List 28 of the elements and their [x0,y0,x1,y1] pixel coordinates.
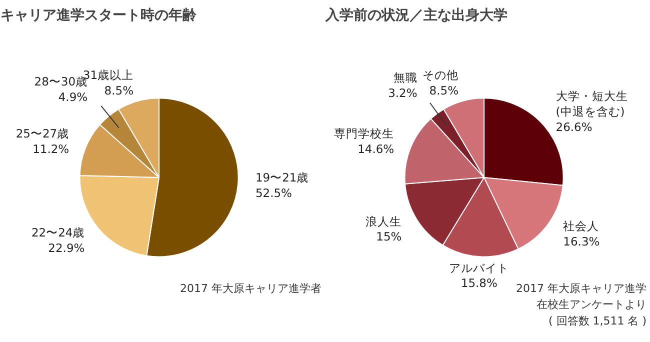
slice-label: その他 [422,68,459,82]
data-label: 11.2% [32,142,70,156]
data-label: 3.2% [388,86,418,100]
data-label: 8.5% [429,83,459,98]
text: 在校生アンケートより [536,298,647,312]
data-label: 15.8% [460,276,498,290]
data-label: 22.9% [48,241,85,255]
data-label: 14.6% [358,142,394,156]
chart-title: キャリア進学スタート時の年齢 [0,8,198,24]
data-label: 26.6% [556,120,592,134]
slice-label: 専門学校生 [334,126,394,141]
slice-label: 19〜21歳 [255,170,309,184]
slice-label: 22〜24歳 [31,226,85,240]
chart-title: 入学前の状況／主な出身大学 [324,6,508,24]
data-label: 8.5% [104,83,134,98]
slice-label: アルバイト [449,260,510,275]
data-label: 4.9% [58,90,88,104]
data-label: 52.5% [255,186,292,200]
slice-label: 無職 [393,70,418,85]
data-label: 16.3% [563,234,600,249]
text: ( 回答数 1,511 名 ) [548,314,647,328]
data-label: 15% [376,230,402,244]
slice-label: 大学・短大生 (中退を含む) [556,89,628,119]
slice-label: 社会人 [563,219,600,234]
text: 2017 年大原キャリア進学 [516,282,647,296]
slice-label: 25〜27歳 [16,126,70,141]
slice-label: 浪人生 [366,214,402,228]
text: 2017 年大原キャリア進学者 [180,282,322,296]
